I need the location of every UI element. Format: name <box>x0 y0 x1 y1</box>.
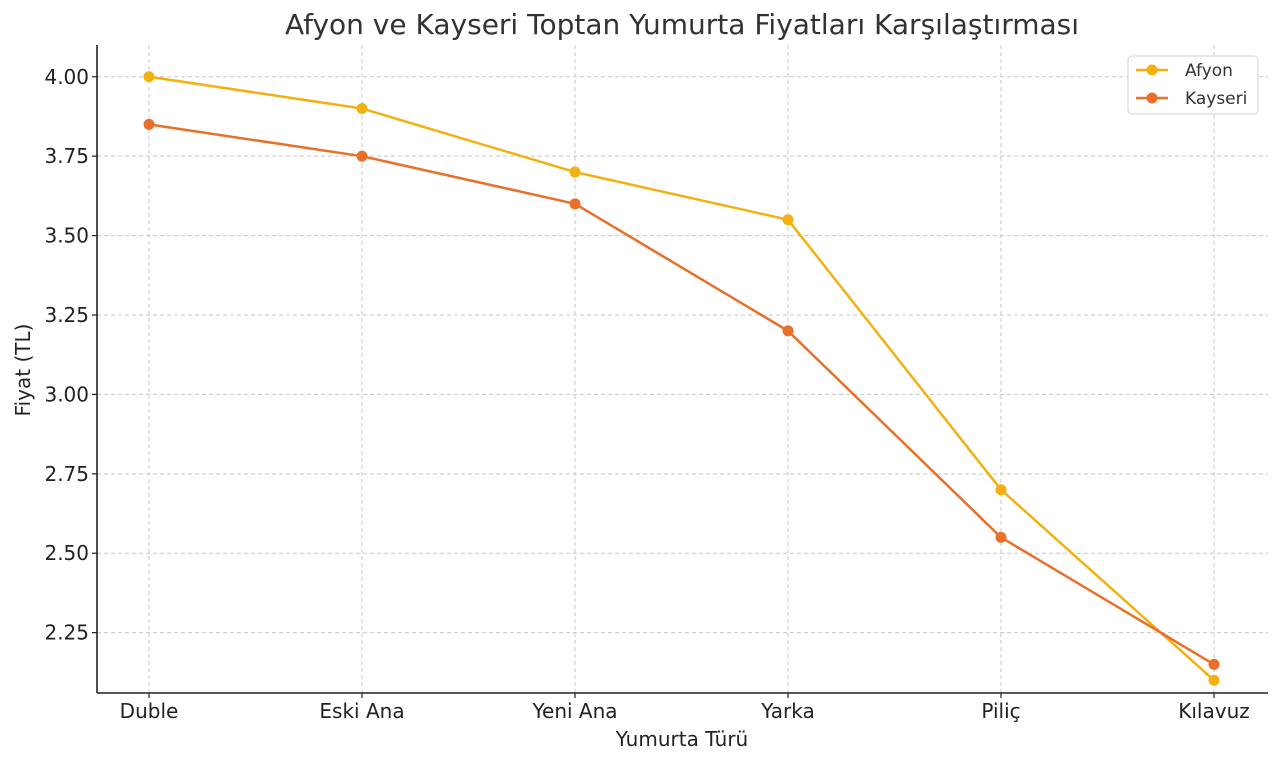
x-tick-label: Eski Ana <box>319 699 404 723</box>
axes <box>96 45 1268 694</box>
x-tick-label: Yeni Ana <box>531 699 617 723</box>
x-tick-label: Duble <box>120 699 179 723</box>
y-tick-label: 2.50 <box>44 541 89 565</box>
y-tick-label: 2.75 <box>44 462 89 486</box>
y-tick-label: 3.25 <box>44 303 89 327</box>
series-line-afyon <box>148 75 1215 682</box>
data-point-afyon <box>995 484 1007 496</box>
y-tick-label: 3.75 <box>44 144 89 168</box>
y-tick-label: 3.00 <box>44 382 89 406</box>
data-point-kayseri <box>569 198 581 210</box>
x-axis-ticks: Duble Eski Ana Yeni Ana Yarka Piliç Kılavuz <box>120 693 1250 723</box>
legend-swatch-marker <box>1146 92 1158 104</box>
y-tick-label: 4.00 <box>44 65 89 89</box>
data-point-afyon <box>1208 674 1220 686</box>
chart-title: Afyon ve Kayseri Toptan Yumurta Fiyatlar… <box>285 8 1079 41</box>
data-point-kayseri <box>356 150 368 162</box>
data-point-afyon <box>569 166 581 178</box>
legend-swatch-marker <box>1146 64 1158 76</box>
x-tick-label: Yarka <box>760 699 814 723</box>
series-line-kayseri <box>148 123 1215 666</box>
data-point-kayseri <box>782 325 794 337</box>
data-point-afyon <box>143 71 155 83</box>
x-axis-label: Yumurta Türü <box>615 727 748 751</box>
legend: Afyon Kayseri <box>1127 55 1259 115</box>
x-tick-label: Piliç <box>981 699 1020 723</box>
data-point-kayseri <box>1208 658 1220 670</box>
x-tick-label: Kılavuz <box>1178 699 1250 723</box>
data-point-afyon <box>356 103 368 115</box>
data-point-kayseri <box>143 118 155 130</box>
data-point-kayseri <box>995 531 1007 543</box>
y-tick-label: 2.25 <box>44 621 89 645</box>
series-lines <box>143 71 1220 686</box>
y-axis-ticks: 2.25 2.50 2.75 3.00 3.25 3.50 3.75 4.00 <box>44 65 97 645</box>
legend-label: Kayseri <box>1185 89 1247 109</box>
y-axis-label: Fiyat (TL) <box>11 324 35 417</box>
legend-label: Afyon <box>1185 61 1233 81</box>
y-tick-label: 3.50 <box>44 224 89 248</box>
data-point-afyon <box>782 214 794 226</box>
